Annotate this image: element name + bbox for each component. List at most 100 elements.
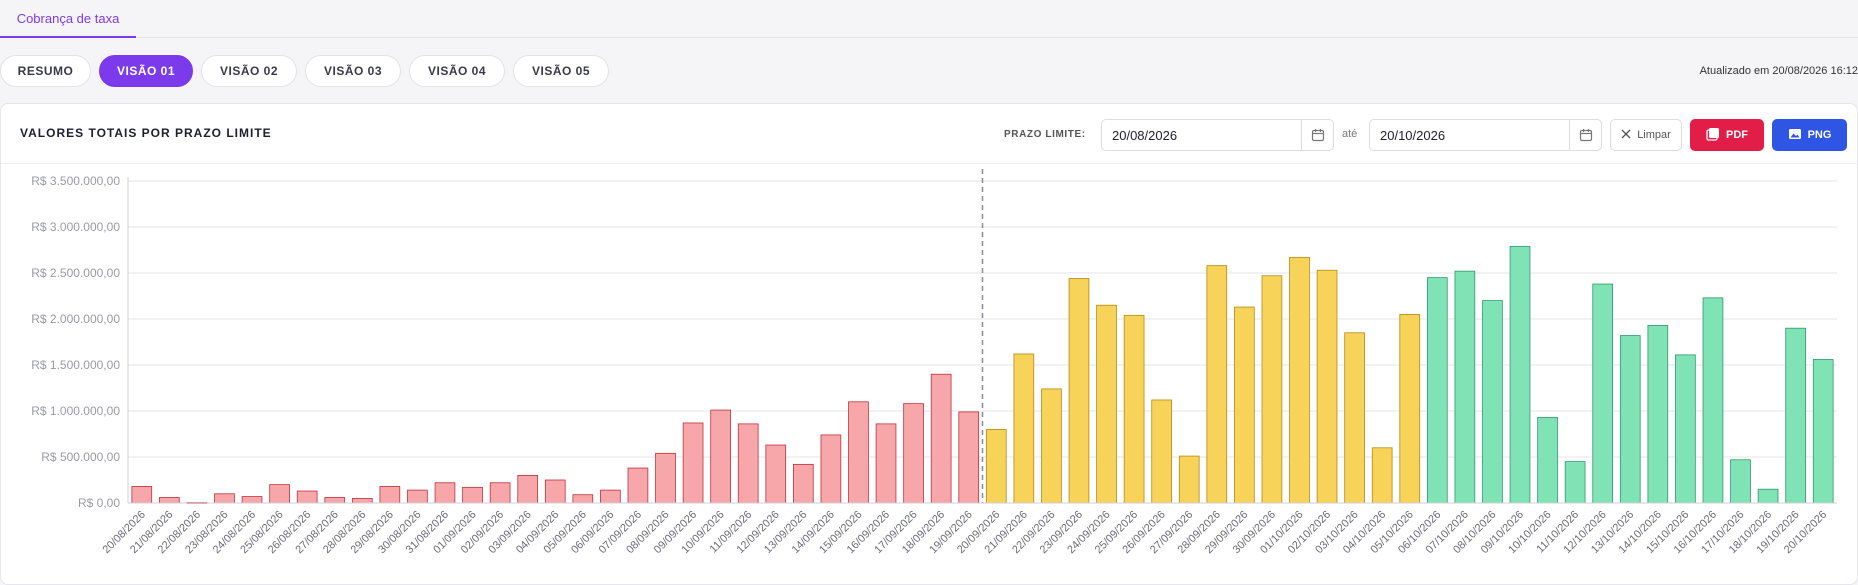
bar <box>1206 265 1228 504</box>
y-tick-label: R$ 0,00 <box>78 496 120 510</box>
updated-timestamp: Atualizado em 20/08/2026 16:12 <box>1699 65 1858 77</box>
bar <box>131 486 153 504</box>
bar <box>1426 277 1448 504</box>
tab-cobranca-de-taxa[interactable]: Cobrança de taxa <box>0 0 136 38</box>
bar <box>296 490 318 504</box>
tab-visao-01[interactable]: VISÃO 01 <box>99 55 193 87</box>
date-from-value: 20/08/2026 <box>1112 127 1178 143</box>
bar <box>1399 313 1421 504</box>
pdf-label: PDF <box>1726 129 1748 141</box>
bar <box>820 434 842 504</box>
bar <box>434 482 456 504</box>
bar <box>572 494 594 504</box>
bar <box>1564 461 1586 504</box>
bar <box>544 479 566 504</box>
bar <box>351 497 373 504</box>
bar <box>1261 275 1283 504</box>
bar <box>1068 278 1090 504</box>
bar <box>1041 388 1062 504</box>
date-to-value: 20/10/2026 <box>1380 127 1446 143</box>
clear-label: Limpar <box>1637 129 1671 141</box>
y-tick-label: R$ 3.000.000,00 <box>31 220 120 234</box>
bar <box>627 467 649 504</box>
calendar-icon[interactable] <box>1569 120 1601 150</box>
tab-visao-02[interactable]: VISÃO 02 <box>201 55 297 87</box>
bar <box>958 411 980 504</box>
bar <box>793 463 814 504</box>
bar <box>1289 256 1310 504</box>
y-tick-label: R$ 1.000.000,00 <box>31 404 120 418</box>
bar <box>875 423 897 504</box>
bar <box>1482 300 1503 504</box>
png-label: PNG <box>1807 129 1832 141</box>
image-icon <box>1788 127 1802 144</box>
tab-visao-04[interactable]: VISÃO 04 <box>409 55 505 87</box>
bar-chart: R$ 0,00 R$ 500.000,00 R$ 1.000.000,00 R$ 1.… <box>31 169 1837 556</box>
bar <box>1234 306 1255 504</box>
bar <box>1730 459 1751 504</box>
bar <box>1537 417 1558 504</box>
bar <box>985 428 1007 504</box>
bar <box>241 496 263 504</box>
panel-header: VALORES TOTAIS POR PRAZO LIMITE PRAZO LI… <box>1 104 1858 164</box>
bar <box>1123 314 1145 504</box>
top-tab-bar: Cobrança de taxa <box>0 0 1858 38</box>
bar <box>1178 455 1200 504</box>
tab-visao-03[interactable]: VISÃO 03 <box>305 55 401 87</box>
panel-title: VALORES TOTAIS POR PRAZO LIMITE <box>20 126 272 140</box>
bar <box>1013 353 1035 504</box>
pdf-icon <box>1706 127 1720 144</box>
bar <box>655 452 676 504</box>
y-tick-label: R$ 1.500.000,00 <box>31 358 120 372</box>
date-to-input[interactable]: 20/10/2026 <box>1369 119 1602 151</box>
bar <box>1757 488 1779 504</box>
bar <box>1785 327 1806 504</box>
date-separator: até <box>1342 128 1358 140</box>
clear-button[interactable]: Limpar <box>1610 119 1682 151</box>
y-tick-label: R$ 500.000,00 <box>41 450 120 464</box>
export-pdf-button[interactable]: PDF <box>1690 119 1764 151</box>
bar <box>1592 283 1614 504</box>
bar <box>214 493 235 504</box>
view-tabs: RESUMO VISÃO 01 VISÃO 02 VISÃO 03 VISÃO … <box>0 55 609 87</box>
bar <box>1096 304 1117 504</box>
calendar-icon[interactable] <box>1301 120 1333 150</box>
y-tick-label: R$ 2.500.000,00 <box>31 266 120 280</box>
bar <box>903 403 924 504</box>
bar <box>407 489 428 504</box>
bar <box>765 444 787 504</box>
bar <box>600 489 621 504</box>
bar <box>710 409 731 504</box>
close-icon <box>1621 129 1631 142</box>
bar <box>682 422 704 504</box>
export-png-button[interactable]: PNG <box>1772 119 1847 151</box>
bar <box>848 401 869 504</box>
y-tick-label: R$ 3.500.000,00 <box>31 174 120 188</box>
tab-resumo[interactable]: RESUMO <box>0 55 91 87</box>
chart-panel: VALORES TOTAIS POR PRAZO LIMITE PRAZO LI… <box>0 103 1858 585</box>
bar <box>1316 269 1338 504</box>
bar <box>1647 325 1669 504</box>
bar <box>462 486 483 504</box>
bar <box>737 423 759 504</box>
bar <box>930 373 952 504</box>
bar <box>1371 447 1393 504</box>
bar <box>269 484 290 504</box>
bar <box>517 474 539 504</box>
filter-label: PRAZO LIMITE: <box>1004 129 1086 140</box>
bar <box>379 486 401 504</box>
bar <box>1454 270 1476 504</box>
bar <box>1702 297 1724 504</box>
bar <box>1344 332 1365 504</box>
bar <box>1812 359 1834 504</box>
date-from-input[interactable]: 20/08/2026 <box>1101 119 1334 151</box>
bar <box>159 497 180 504</box>
y-tick-label: R$ 2.000.000,00 <box>31 312 120 326</box>
bar <box>1151 399 1172 504</box>
tab-visao-05[interactable]: VISÃO 05 <box>513 55 609 87</box>
bar <box>1509 245 1531 504</box>
bar <box>489 482 511 504</box>
bar <box>1619 335 1641 504</box>
bar <box>324 497 346 504</box>
bar <box>1675 354 1696 504</box>
